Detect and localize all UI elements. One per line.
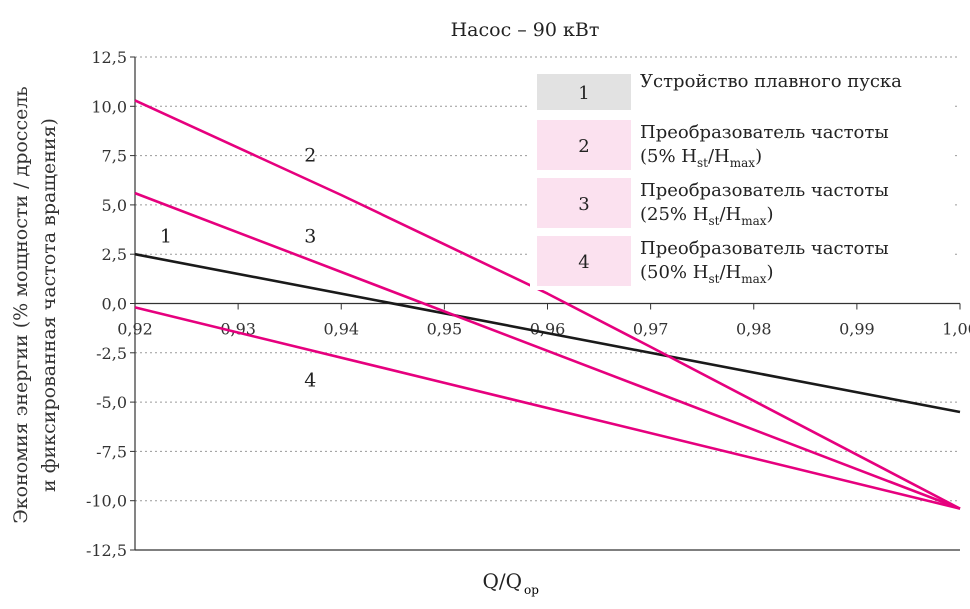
x-tick-label: 0,92 [117,320,153,339]
y-tick-label: -10,0 [86,492,127,511]
y-tick-label: 10,0 [91,97,127,116]
series-lines [134,99,961,510]
series-label-1: 1 [160,225,172,247]
legend-swatch-3 [537,178,631,228]
series-label-4: 4 [304,369,316,391]
x-axis-label-main: Q/Q [482,569,522,593]
legend-swatch-4 [537,236,631,286]
y-tick-label: -5,0 [96,393,127,412]
x-axis-label: Q/Q op [482,569,539,597]
series-line-2 [134,99,961,510]
series-labels: 1 2 3 4 [160,145,316,392]
y-axis-label-line1: Экономия энергии (% мощности / дроссель [10,86,32,523]
x-tick-label: 1,00 [942,320,970,339]
series-label-2: 2 [304,145,316,167]
y-tick-label: 12,5 [91,48,127,67]
x-tick-label: 0,97 [633,320,669,339]
y-axis-label: Экономия энергии (% мощности / дроссель … [10,86,60,523]
legend-swatch-1 [537,74,631,110]
y-tick-label: 5,0 [102,196,127,215]
series-label-3: 3 [304,225,316,247]
y-axis-label-line2: и фиксированная частота вращения) [38,118,60,492]
legend-number-3: 3 [578,194,589,215]
legend-sublabel-2: (5% Hst/Hmax) [640,146,762,170]
legend-sublabel-3: (25% Hst/Hmax) [640,204,774,228]
y-tick-label: -7,5 [96,442,127,461]
x-tick-label: 0,95 [427,320,463,339]
axes [130,56,961,551]
y-tick-label: -12,5 [86,541,127,560]
y-tick-label: 7,5 [102,147,127,166]
legend-number-4: 4 [578,252,589,273]
y-tick-label: 0,0 [102,295,127,314]
legend-label-2: Преобразователь частоты [640,122,889,143]
legend: 1 Устройство плавного пуска 2 Преобразовате… [530,68,955,290]
x-axis-label-sub: op [524,583,539,597]
legend-sublabel-4: (50% Hst/Hmax) [640,262,774,286]
legend-swatch-2 [537,120,631,170]
series-line-4 [134,306,961,510]
x-tick-label: 0,98 [736,320,772,339]
chart-title: Насос – 90 кВт [451,19,600,41]
tick-labels: 12,5 10,0 7,5 5,0 2,5 0,0 -2,5 -5,0 -7,5 -10,0 -12… [86,48,970,560]
legend-label-1: Устройство плавного пуска [640,71,902,92]
series-line-1 [134,252,961,414]
series-line-3 [134,191,961,510]
legend-number-1: 1 [578,83,589,104]
legend-number-2: 2 [578,136,589,157]
x-tick-label: 0,99 [839,320,875,339]
x-tick-label: 0,94 [323,320,359,339]
y-tick-label: 2,5 [102,245,127,264]
y-tick-label: -2,5 [96,344,127,363]
legend-label-4: Преобразователь частоты [640,238,889,259]
legend-label-3: Преобразователь частоты [640,180,889,201]
